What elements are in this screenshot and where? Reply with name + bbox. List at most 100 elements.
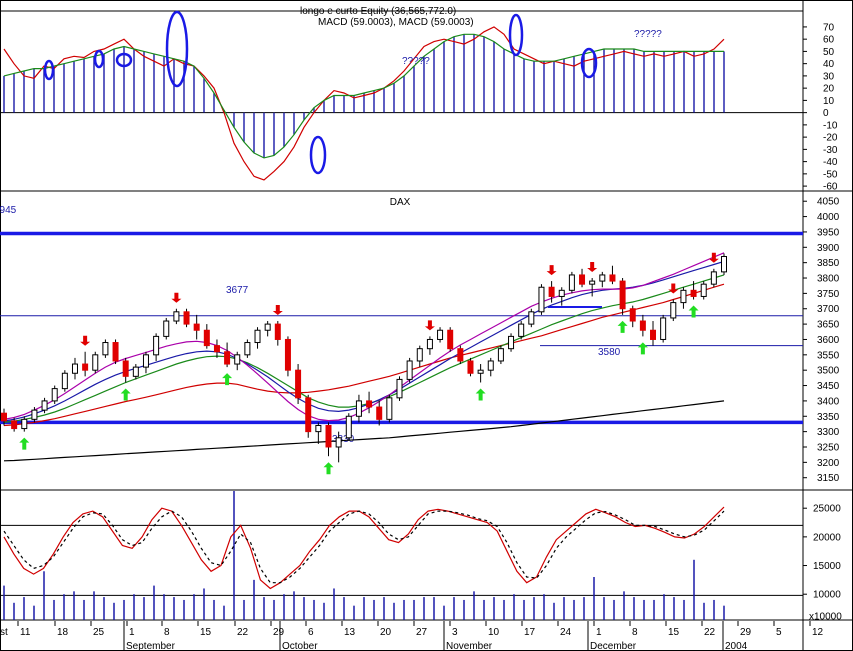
price-tick-label-13: 3400 (817, 396, 840, 407)
price-tick-label-7: 3700 (817, 304, 840, 315)
candle-body (406, 360, 413, 380)
candle (102, 339, 109, 358)
candle (21, 416, 28, 432)
candle-body (447, 329, 454, 350)
sell-arrow (424, 320, 435, 331)
macd-tick-label-11: -40 (823, 157, 838, 168)
price-tick-label-11: 3500 (817, 366, 840, 377)
candle-body (41, 400, 48, 411)
candle (82, 351, 89, 377)
candle-body (437, 329, 444, 340)
candle (305, 394, 312, 438)
candle (142, 351, 149, 374)
candle-body (396, 378, 403, 399)
candle (629, 305, 636, 328)
candle-body (325, 424, 332, 448)
candle (558, 287, 565, 306)
price-tick-label-14: 3350 (817, 412, 840, 423)
candle (639, 314, 646, 337)
day-tick-label-14: 10 (488, 627, 500, 638)
macd-line-1 (3, 26, 725, 181)
buy-arrow (120, 388, 131, 401)
candle (568, 271, 575, 294)
candle-body (548, 286, 555, 297)
candle (1, 408, 7, 426)
day-tick-label-11: 20 (380, 627, 392, 638)
day-tick-label-13: 3 (452, 627, 458, 638)
highlight-ellipse-3 (115, 52, 133, 68)
highlight-ellipse-5 (309, 135, 327, 175)
candle-body (21, 418, 28, 430)
macd-tick-label-0: 70 (823, 22, 835, 33)
candle (467, 357, 474, 377)
candle (153, 333, 160, 361)
candle (244, 339, 251, 358)
candle (528, 308, 535, 328)
day-tick-label-20: 22 (704, 627, 716, 638)
sell-arrow (272, 305, 283, 316)
candle-body (213, 345, 220, 353)
macd-annotation-2: ????? (634, 29, 662, 40)
candle (92, 351, 99, 374)
day-tick-label-4: 1 (129, 627, 135, 638)
price-tick-label-3: 3900 (817, 243, 840, 254)
macd-tick-label-2: 50 (823, 47, 835, 58)
candle (173, 308, 180, 325)
macd-line-2 (3, 33, 724, 159)
candle-body (31, 409, 38, 420)
candle (660, 314, 667, 343)
buy-arrow (475, 388, 486, 401)
candle-body (376, 406, 383, 420)
candle-body (183, 311, 190, 325)
candle-body (51, 388, 58, 402)
macd-tick-label-12: -50 (823, 169, 838, 180)
candle (345, 413, 352, 441)
candle-body (203, 329, 210, 347)
price-tick-label-4: 3850 (817, 258, 840, 269)
candle-body (660, 317, 667, 340)
candle (193, 314, 200, 340)
candle-body (599, 274, 606, 282)
candle-body (345, 415, 352, 439)
candle (497, 345, 504, 365)
price-tick-label-8: 3650 (817, 320, 840, 331)
moving-average-3 (3, 274, 725, 423)
macd-tick-label-3: 40 (823, 59, 835, 70)
candle-body (163, 320, 170, 337)
price-tick-label-9: 3600 (817, 335, 840, 346)
candle (396, 376, 403, 401)
day-tick-label-6: 15 (200, 627, 212, 638)
candle (264, 321, 271, 337)
day-tick-label-23: 12 (812, 627, 824, 638)
candle (61, 370, 68, 392)
candle-body (609, 274, 616, 282)
day-tick-label-5: 8 (164, 627, 170, 638)
candle (518, 321, 525, 340)
candle-body (122, 360, 129, 377)
candle-body (639, 320, 646, 331)
day-tick-label-16: 24 (560, 627, 572, 638)
day-tick-label-17: 1 (596, 627, 602, 638)
highlight-ellipse-1 (43, 59, 55, 81)
day-tick-label-12: 27 (416, 627, 428, 638)
candle (670, 299, 677, 322)
day-tick-label-2: 18 (57, 627, 69, 638)
candle-body (700, 283, 707, 297)
candle-body (497, 348, 504, 362)
candle (355, 394, 362, 423)
candle (477, 364, 484, 383)
candle-body (274, 323, 281, 340)
candle (447, 327, 454, 352)
candle-body (142, 354, 149, 368)
day-tick-label-9: 6 (308, 627, 314, 638)
candle-body (538, 286, 545, 313)
candle-body (426, 338, 433, 350)
day-tick-label-18: 8 (632, 627, 638, 638)
day-tick-label-8: 29 (273, 627, 285, 638)
buy-arrow (323, 462, 334, 475)
candle-body (71, 363, 78, 374)
candle (386, 394, 393, 423)
candle (589, 278, 596, 297)
sell-arrow (171, 292, 182, 303)
day-tick-label-0: st (0, 627, 8, 638)
